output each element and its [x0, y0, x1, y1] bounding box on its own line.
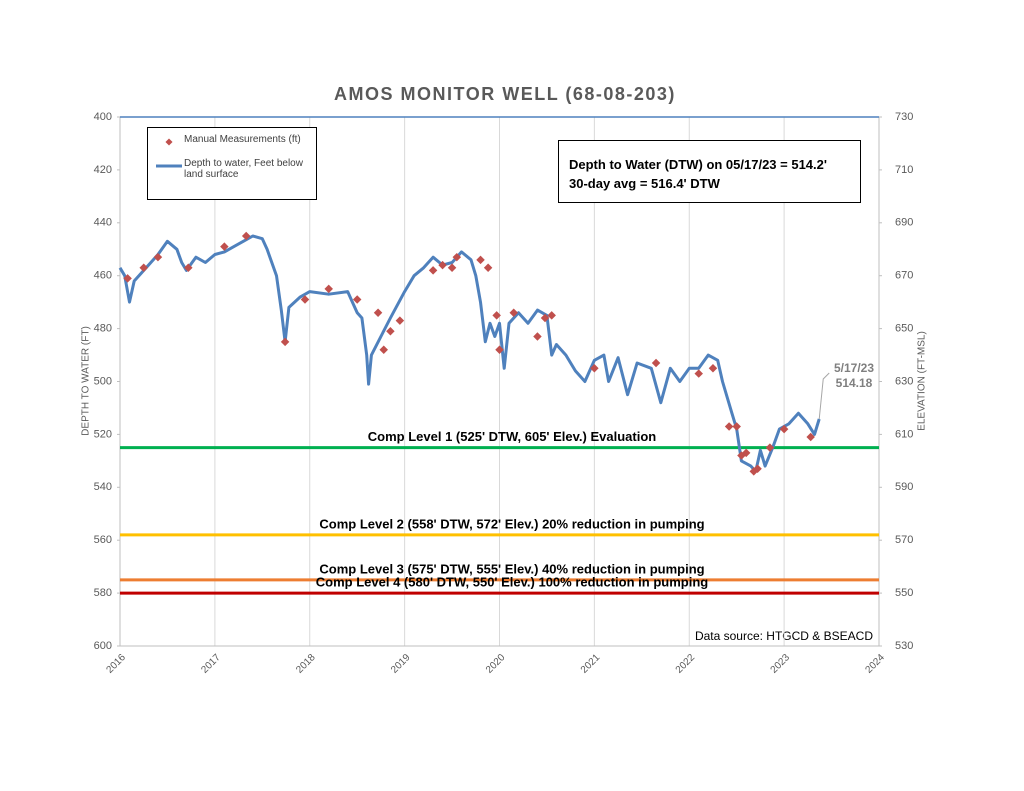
reference-label: Comp Level 3 (575' DTW, 555' Elev.) 40% …: [319, 561, 704, 576]
manual-measurement: [300, 295, 310, 304]
y2-tick-label: 690: [895, 217, 913, 229]
manual-measurement: [241, 231, 251, 241]
x-tick-label: 2021: [579, 652, 603, 676]
y-tick-label: 520: [94, 428, 112, 440]
manual-measurement: [708, 364, 718, 373]
y-tick-label: 480: [94, 323, 112, 335]
y2-tick-label: 530: [895, 640, 913, 652]
y-tick-label: 420: [94, 164, 112, 176]
manual-measurement: [651, 358, 661, 368]
legend-symbol: [165, 138, 173, 146]
y2-axis-label: ELEVATION (FT-MSL): [917, 331, 928, 431]
y-tick-label: 580: [94, 587, 112, 599]
x-tick-label: 2019: [389, 652, 413, 676]
y2-tick-label: 630: [895, 375, 913, 387]
legend-label: Depth to water, Feet below land surface: [184, 158, 303, 180]
legend-entry: Depth to water, Feet below land surface: [154, 158, 310, 180]
manual-measurement: [694, 369, 703, 378]
x-tick-label: 2022: [674, 652, 698, 676]
manual-measurement: [753, 464, 762, 474]
y-tick-label: 560: [94, 534, 112, 546]
x-tick-label: 2023: [769, 652, 793, 676]
series-line: [118, 234, 821, 473]
manual-measurement: [352, 295, 362, 304]
info-line: Depth to Water (DTW) on 05/17/23 = 514.2…: [569, 157, 827, 172]
y2-tick-label: 730: [895, 111, 913, 123]
y2-tick-label: 550: [895, 587, 913, 599]
callout-date: 5/17/23: [834, 361, 874, 375]
manual-measurement: [540, 313, 550, 323]
x-tick-label: 2017: [199, 652, 223, 676]
manual-measurement: [779, 424, 789, 434]
manual-measurement: [395, 316, 405, 325]
manual-measurement: [324, 284, 333, 294]
manual-measurement: [373, 308, 383, 317]
manual-measurement: [280, 337, 290, 347]
manual-measurement: [533, 332, 542, 341]
y-tick-label: 440: [94, 217, 112, 229]
reference-label: Comp Level 2 (558' DTW, 572' Elev.) 20% …: [319, 516, 704, 531]
reference-label: Comp Level 1 (525' DTW, 605' Elev.) Eval…: [368, 429, 656, 444]
manual-measurement: [452, 252, 462, 262]
y-tick-label: 400: [94, 111, 112, 123]
y-tick-label: 460: [94, 270, 112, 282]
y-tick-label: 600: [94, 640, 112, 652]
manual-measurement: [732, 422, 741, 431]
manual-measurement: [724, 422, 734, 431]
y2-tick-label: 650: [895, 323, 913, 335]
manual-measurement: [590, 364, 599, 373]
manual-measurement: [806, 432, 815, 442]
legend-label: Manual Measurements (ft): [184, 134, 301, 145]
y-tick-label: 540: [94, 481, 112, 493]
legend: Manual Measurements (ft) Depth to water,…: [147, 127, 317, 200]
manual-measurement: [741, 448, 751, 458]
manual-measurement: [379, 345, 388, 355]
y2-tick-label: 590: [895, 481, 913, 493]
reference-label: Comp Level 4 (580' DTW, 550' Elev.) 100%…: [316, 575, 708, 590]
callout-value: 514.18: [836, 376, 873, 390]
y-axis-label: DEPTH TO WATER (FT): [81, 326, 92, 436]
manual-measurement: [139, 263, 148, 273]
manual-measurement: [509, 308, 518, 317]
manual-measurement: [123, 274, 132, 283]
manual-measurement: [547, 311, 556, 320]
manual-measurement: [765, 443, 775, 452]
y2-tick-label: 570: [895, 534, 913, 546]
manual-measurement: [476, 255, 485, 265]
x-tick-label: 2024: [863, 652, 887, 676]
manual-measurement: [184, 263, 193, 273]
callout-leader: [818, 372, 830, 420]
info-line: 30-day avg = 516.4' DTW: [569, 176, 720, 191]
x-tick-label: 2018: [294, 652, 318, 676]
manual-measurement: [438, 260, 447, 270]
manual-measurement: [220, 242, 229, 251]
manual-measurement: [153, 252, 163, 262]
y-tick-label: 500: [94, 375, 112, 387]
legend-symbol: [156, 164, 182, 168]
manual-measurement: [447, 263, 457, 273]
y2-tick-label: 710: [895, 164, 913, 176]
x-tick-label: 2020: [484, 652, 508, 676]
manual-measurement: [495, 345, 504, 355]
y2-tick-label: 610: [895, 428, 913, 440]
manual-measurement: [483, 263, 493, 273]
y2-tick-label: 670: [895, 270, 913, 282]
manual-measurement: [428, 266, 438, 275]
info-box: Depth to Water (DTW) on 05/17/23 = 514.2…: [558, 140, 861, 203]
chart-title: AMOS MONITOR WELL (68-08-203): [334, 84, 676, 104]
x-tick-label: 2016: [104, 652, 128, 676]
legend-entry: Manual Measurements (ft): [154, 134, 310, 146]
manual-measurement: [386, 327, 395, 336]
manual-measurement: [492, 311, 501, 320]
